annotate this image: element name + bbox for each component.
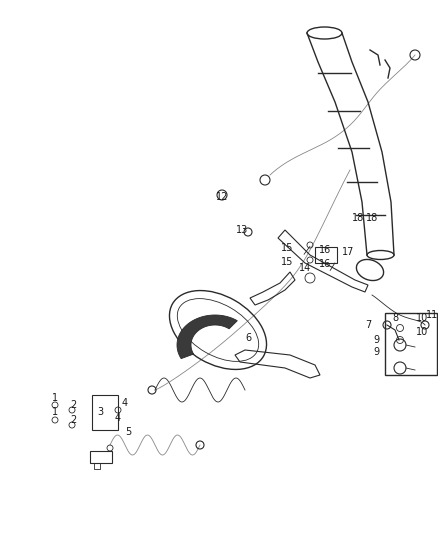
Text: 14: 14 xyxy=(299,263,311,273)
Text: 18: 18 xyxy=(366,213,378,223)
Text: 16: 16 xyxy=(319,259,331,269)
Text: 17: 17 xyxy=(342,247,354,257)
Text: 1: 1 xyxy=(52,407,58,417)
Text: 3: 3 xyxy=(97,407,103,417)
Bar xyxy=(90,451,112,463)
Bar xyxy=(92,395,118,430)
Text: 15: 15 xyxy=(281,243,293,253)
Text: 7: 7 xyxy=(365,320,371,330)
Bar xyxy=(315,247,337,263)
Text: 16: 16 xyxy=(319,245,331,255)
Text: 10: 10 xyxy=(416,327,428,337)
Bar xyxy=(385,313,437,375)
Polygon shape xyxy=(177,315,237,359)
Text: 4: 4 xyxy=(115,413,121,423)
Text: 2: 2 xyxy=(70,415,76,425)
Text: 4: 4 xyxy=(122,398,128,408)
Text: 9: 9 xyxy=(373,335,379,345)
Text: 15: 15 xyxy=(281,257,293,267)
Text: 12: 12 xyxy=(216,192,228,202)
Text: 11: 11 xyxy=(426,310,438,320)
Text: 2: 2 xyxy=(70,400,76,410)
Text: 13: 13 xyxy=(236,225,248,235)
Text: 10: 10 xyxy=(416,313,428,323)
Text: 1: 1 xyxy=(52,393,58,403)
Text: 5: 5 xyxy=(125,427,131,437)
Text: 8: 8 xyxy=(392,313,398,323)
Text: 9: 9 xyxy=(373,347,379,357)
Text: 18: 18 xyxy=(352,213,364,223)
Text: 6: 6 xyxy=(245,333,251,343)
